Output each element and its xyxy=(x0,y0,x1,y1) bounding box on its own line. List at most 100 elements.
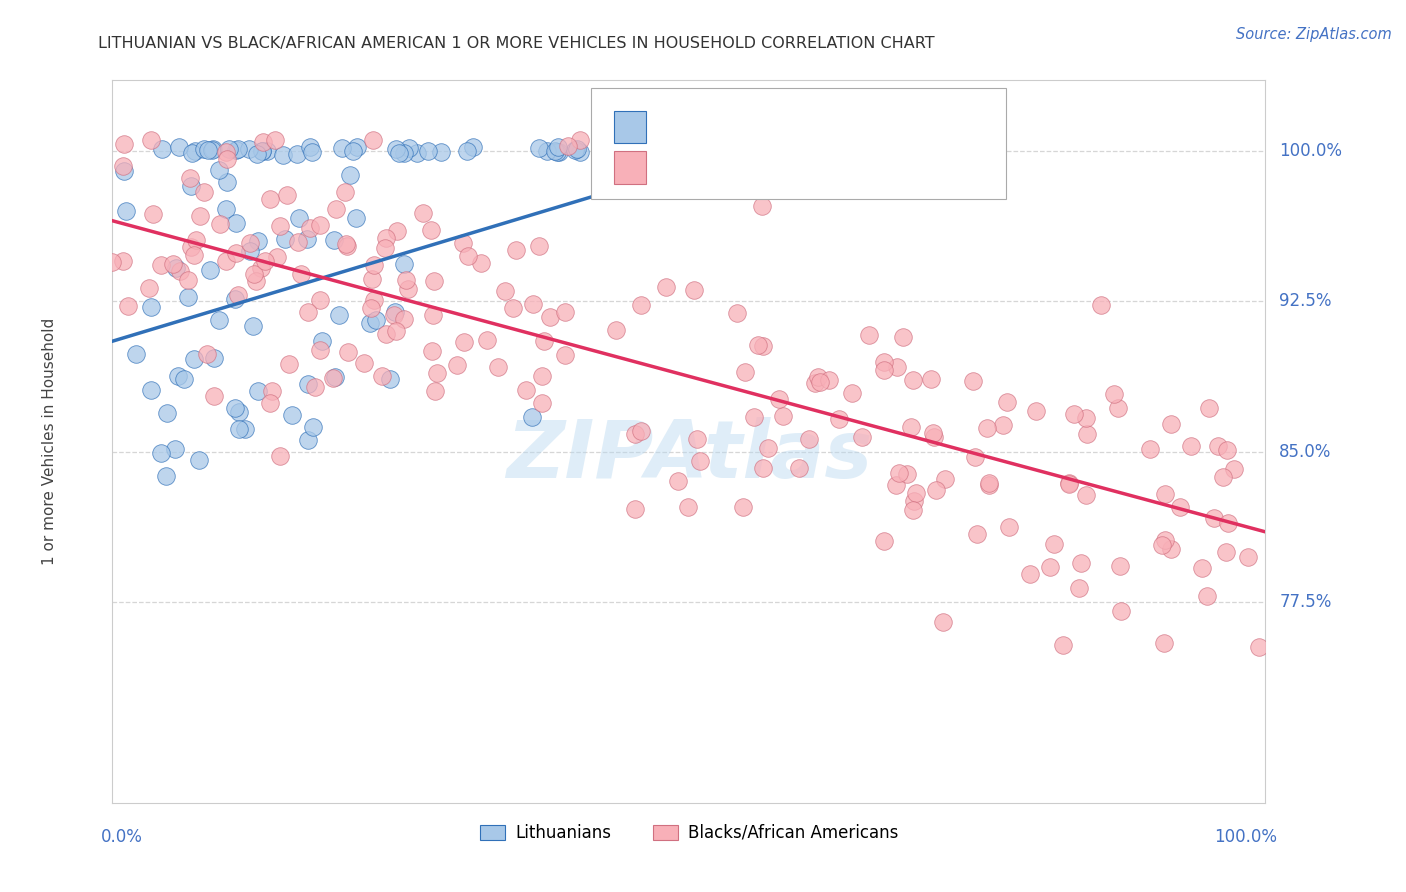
Point xyxy=(259,192,281,206)
Point xyxy=(297,434,319,448)
Point xyxy=(142,207,165,221)
Point xyxy=(420,344,443,359)
Point xyxy=(1070,557,1092,571)
Point xyxy=(536,144,558,158)
Point xyxy=(263,133,285,147)
Point xyxy=(979,478,1001,492)
Point xyxy=(564,144,586,158)
Point xyxy=(239,244,262,259)
Point xyxy=(756,442,779,456)
Point xyxy=(225,216,247,230)
Point xyxy=(173,372,195,386)
Point xyxy=(217,175,239,189)
Point xyxy=(193,185,215,199)
Point xyxy=(252,144,274,158)
Point xyxy=(395,272,418,286)
Point xyxy=(141,383,163,397)
Point xyxy=(138,281,160,295)
Point xyxy=(1160,541,1182,556)
Point xyxy=(676,500,699,515)
Point xyxy=(419,223,441,237)
Point xyxy=(742,410,765,425)
Point xyxy=(183,351,205,366)
Point xyxy=(922,425,945,440)
Point xyxy=(502,301,524,315)
Point xyxy=(208,162,231,177)
Point xyxy=(569,145,592,159)
Point xyxy=(430,145,453,159)
Point xyxy=(1180,439,1202,453)
Point xyxy=(1107,401,1129,416)
Point xyxy=(281,408,304,422)
Point xyxy=(655,279,678,293)
Point xyxy=(606,141,628,155)
Point xyxy=(751,460,773,475)
Point xyxy=(308,219,330,233)
Point xyxy=(288,211,311,226)
Point xyxy=(565,142,588,156)
Point xyxy=(1090,298,1112,312)
Point xyxy=(976,421,998,435)
Point xyxy=(841,385,863,400)
Point xyxy=(394,146,416,161)
Point xyxy=(398,141,420,155)
Point xyxy=(167,369,190,384)
Point xyxy=(301,145,323,159)
Text: 0.0%: 0.0% xyxy=(101,828,143,847)
Point xyxy=(242,267,264,281)
Point xyxy=(363,258,385,272)
Point xyxy=(260,384,283,398)
Point xyxy=(799,432,821,446)
Point xyxy=(342,144,364,158)
Point xyxy=(177,290,200,304)
Point xyxy=(685,433,707,447)
Text: LITHUANIAN VS BLACK/AFRICAN AMERICAN 1 OR MORE VEHICLES IN HOUSEHOLD CORRELATION: LITHUANIAN VS BLACK/AFRICAN AMERICAN 1 O… xyxy=(98,36,935,51)
Point xyxy=(344,211,367,226)
Point xyxy=(112,136,135,151)
Point xyxy=(252,135,274,149)
Point xyxy=(630,145,652,159)
Point xyxy=(557,139,579,153)
Point xyxy=(858,328,880,343)
Point xyxy=(1206,439,1229,453)
Point xyxy=(304,380,326,394)
Point xyxy=(375,326,398,341)
Point xyxy=(298,140,321,154)
Point xyxy=(330,141,353,155)
Point xyxy=(259,396,281,410)
Point xyxy=(527,141,550,155)
Point xyxy=(375,231,398,245)
Point xyxy=(893,330,915,344)
Point xyxy=(962,375,984,389)
Point xyxy=(266,250,288,264)
Text: 92.5%: 92.5% xyxy=(1279,292,1331,310)
Point xyxy=(208,218,231,232)
Point xyxy=(887,466,910,480)
Point xyxy=(1154,487,1177,501)
Point xyxy=(515,383,537,397)
Point xyxy=(547,140,569,154)
Point xyxy=(1191,561,1213,575)
Point xyxy=(111,254,134,268)
Point xyxy=(412,205,434,219)
Point xyxy=(335,237,357,252)
Point xyxy=(396,282,419,296)
Point xyxy=(183,248,205,262)
Point xyxy=(1057,477,1080,491)
Point xyxy=(374,241,396,255)
Point xyxy=(225,245,247,260)
Point xyxy=(1057,476,1080,491)
Point xyxy=(176,273,198,287)
Point xyxy=(225,144,247,158)
Point xyxy=(384,324,406,338)
Point xyxy=(546,145,568,160)
Point xyxy=(1109,558,1132,573)
Point xyxy=(605,323,627,337)
Point xyxy=(299,220,322,235)
Point xyxy=(276,188,298,202)
Point xyxy=(1195,590,1218,604)
Point xyxy=(247,234,270,248)
Point xyxy=(787,461,810,475)
Point xyxy=(101,254,124,268)
Point xyxy=(114,164,136,178)
